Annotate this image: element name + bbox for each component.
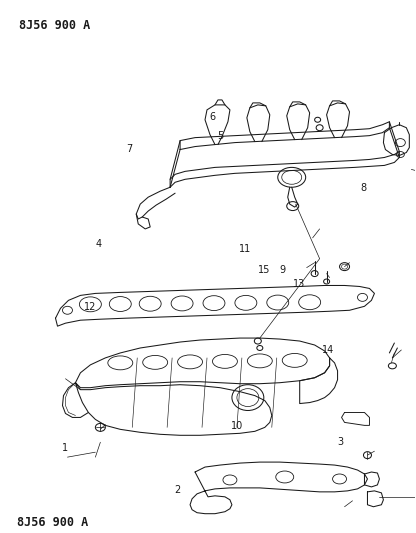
Text: 9: 9 [280, 265, 286, 276]
Text: 4: 4 [95, 239, 101, 249]
Text: 8: 8 [360, 183, 366, 193]
Text: 7: 7 [126, 144, 132, 154]
Text: 10: 10 [231, 422, 243, 431]
Text: 6: 6 [209, 112, 215, 122]
Text: 5: 5 [217, 131, 223, 141]
Text: 15: 15 [258, 265, 270, 276]
Text: 11: 11 [239, 244, 251, 254]
Text: 14: 14 [322, 345, 334, 355]
Text: 12: 12 [84, 302, 96, 312]
Text: 2: 2 [174, 485, 180, 495]
Text: 3: 3 [338, 437, 344, 447]
Text: 13: 13 [293, 279, 305, 289]
Text: 8J56 900 A: 8J56 900 A [17, 516, 89, 529]
Text: 1: 1 [62, 442, 68, 453]
Text: 8J56 900 A: 8J56 900 A [19, 19, 90, 31]
